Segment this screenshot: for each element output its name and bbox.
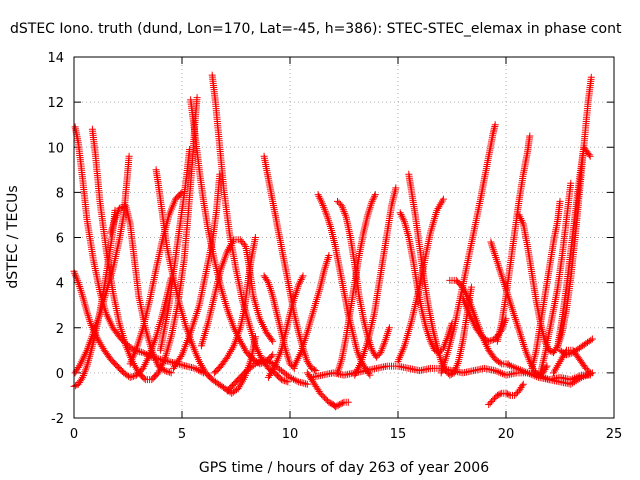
plus-markers [502, 360, 596, 388]
y-tick-label: 4 [56, 277, 64, 292]
x-axis-label: GPS time / hours of day 263 of year 2006 [199, 460, 489, 476]
chart-title: dSTEC Iono. truth (dund, Lon=170, Lat=-4… [10, 21, 622, 37]
plus-markers [187, 96, 277, 368]
plus-markers [156, 146, 194, 354]
plus-markers [394, 195, 447, 366]
x-tick-label: 20 [498, 427, 515, 442]
series-track [223, 355, 311, 395]
plot-frame [73, 56, 615, 419]
plus-markers [290, 252, 333, 370]
series-track [537, 179, 575, 377]
x-tick-label: 10 [282, 427, 299, 442]
series-track [334, 197, 393, 361]
y-axis-label: dSTEC / TECUs [5, 185, 21, 288]
y-tick-label: 14 [47, 51, 64, 66]
x-tick-label: 25 [606, 427, 623, 442]
plus-markers [554, 143, 594, 350]
series-track [437, 121, 499, 377]
series-track [107, 202, 175, 377]
plus-markers [485, 380, 527, 408]
plus-markers [493, 132, 534, 345]
series-track [290, 252, 333, 370]
y-tick-label: 2 [56, 322, 64, 337]
plus-markers [405, 170, 475, 379]
series-track [502, 360, 596, 388]
series-track [405, 170, 475, 379]
tick-labels: 0 5 10 15 20 25 -2 0 2 4 6 8 10 12 14 [47, 51, 622, 442]
series-track [556, 335, 596, 359]
plus-markers [303, 369, 352, 411]
plus-markers [210, 234, 259, 377]
plus-markers [351, 184, 400, 379]
y-tick-label: 12 [47, 96, 64, 111]
series-track [303, 369, 352, 411]
x-tick-label: 5 [178, 427, 186, 442]
series-track [351, 184, 400, 379]
series-track [187, 96, 277, 368]
series-track [485, 380, 527, 408]
plus-markers [528, 197, 564, 372]
series-track [394, 195, 447, 366]
plus-markers [126, 188, 186, 368]
plus-markers [537, 179, 575, 377]
x-tick-label: 0 [70, 427, 78, 442]
plus-markers [556, 335, 596, 359]
plus-markers [169, 170, 224, 372]
series-track [210, 234, 259, 377]
series-track [88, 94, 201, 384]
series-track [493, 132, 534, 345]
plus-markers [437, 121, 499, 377]
plus-markers [88, 94, 201, 384]
y-tick-label: 6 [56, 232, 64, 247]
series-track [169, 170, 224, 372]
y-tick-label: 0 [56, 367, 64, 382]
y-tick-label: 8 [56, 186, 64, 201]
x-tick-label: 15 [390, 427, 407, 442]
plus-markers [223, 355, 311, 395]
y-tick-label: 10 [47, 141, 64, 156]
plus-markers [107, 202, 175, 377]
plus-markers [334, 197, 393, 361]
series-track [264, 272, 307, 381]
series-track [126, 188, 186, 368]
series-track [528, 197, 564, 372]
y-tick-label: -2 [51, 412, 64, 427]
data-series [70, 71, 596, 411]
plus-markers [264, 272, 307, 381]
series-track [156, 146, 194, 354]
series-track [554, 143, 594, 350]
